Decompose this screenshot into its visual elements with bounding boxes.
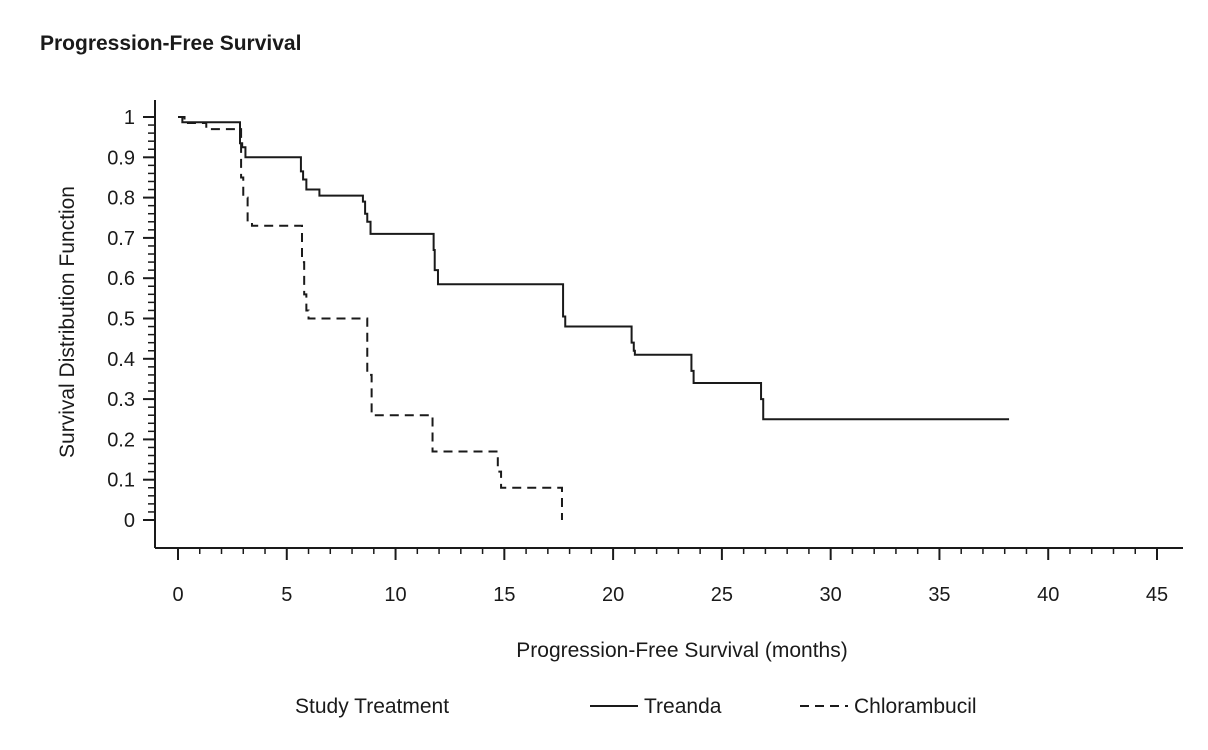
y-tick-label: 0.1 [107,470,135,492]
y-tick-label: 0.7 [107,228,135,250]
y-tick-label: 1 [124,107,135,129]
x-tick-label: 30 [820,584,842,606]
legend-label-treanda: Treanda [644,695,722,718]
y-tick-label: 0.2 [107,429,135,451]
x-tick-label: 15 [493,584,515,606]
series-chlorambucil-line [178,116,563,520]
y-axis-label: Survival Distribution Function [56,186,79,458]
x-tick-label: 20 [602,584,624,606]
y-tick-label: 0.6 [107,268,135,290]
legend: Study Treatment Treanda Chlorambucil [295,695,977,718]
y-tick-label: 0.5 [107,309,135,331]
axes [154,100,1183,549]
x-tick-label: 25 [711,584,733,606]
series-layer [178,116,1010,520]
y-tick-label: 0.4 [107,349,135,371]
chart-title: Progression-Free Survival [40,32,302,55]
y-tick-label: 0.9 [107,147,135,169]
x-tick-label: 10 [384,584,406,606]
legend-title: Study Treatment [295,695,449,718]
x-tick-label: 5 [281,584,292,606]
series-treanda-line [178,116,1010,421]
x-tick-label: 0 [172,584,183,606]
y-tick-label: 0.8 [107,188,135,210]
x-axis-label: Progression-Free Survival (months) [516,639,847,662]
x-tick-label: 35 [928,584,950,606]
y-axis-ticks: 0 0.1 0.2 0.3 0.4 0.5 0.6 0.7 0.8 0.9 1 [107,107,155,532]
x-tick-label: 45 [1146,584,1168,606]
legend-label-chlorambucil: Chlorambucil [854,695,977,718]
y-tick-label: 0.3 [107,389,135,411]
x-axis-ticks: 0 5 10 15 20 25 30 35 40 45 [172,548,1168,606]
x-tick-label: 40 [1037,584,1059,606]
y-tick-label: 0 [124,510,135,532]
legend-items: Treanda Chlorambucil [590,695,977,718]
